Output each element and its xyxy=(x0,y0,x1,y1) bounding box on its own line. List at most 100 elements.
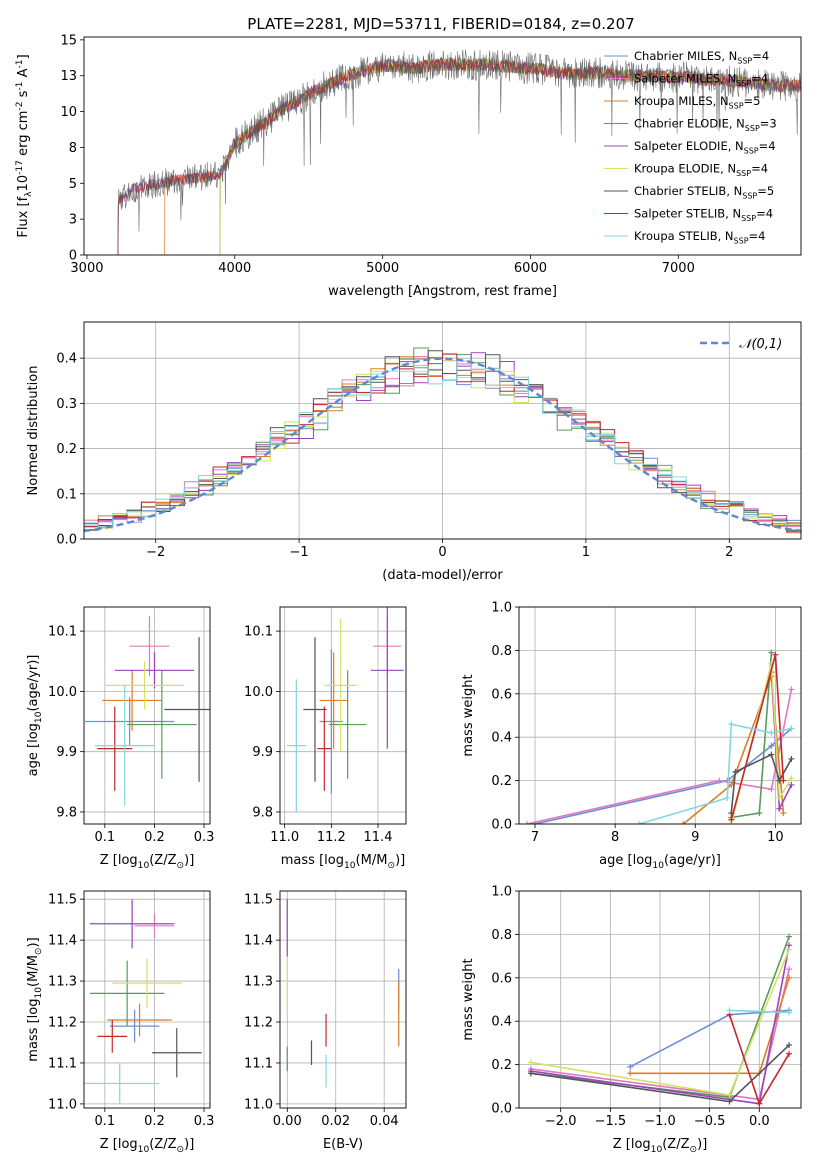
text-span: -2 xyxy=(15,102,25,111)
y-tick-label: 1.0 xyxy=(491,601,512,616)
x-tick-label: 0.1 xyxy=(94,1114,115,1129)
text-span: Kroupa ELODIE, N xyxy=(634,162,736,176)
x-axis-label: Z [log10​(Z/Z⊙​)] xyxy=(613,1137,708,1155)
x-tick-label: −0.5 xyxy=(694,1114,726,1129)
y-axis-label: Normed distribution xyxy=(26,366,41,496)
text-span: ⊙ xyxy=(34,947,44,955)
text-span: Chabrier MILES, N xyxy=(634,49,737,63)
text-span: SSP xyxy=(741,214,756,223)
weight-line xyxy=(638,723,792,824)
text-span: (Z/Z xyxy=(149,853,176,868)
errorbar-point xyxy=(319,652,348,749)
errorbar-point xyxy=(329,670,367,779)
errorbar-point xyxy=(164,637,210,782)
text-span: ⊙ xyxy=(177,1145,185,1155)
axes-frame xyxy=(83,606,211,825)
legend-entry: Chabrier ELODIE, NSSP​=3 xyxy=(634,117,777,133)
y-axis-label: mass [log10​(M/M⊙​)] xyxy=(26,937,44,1061)
text-span: SSP xyxy=(744,146,759,155)
y-axis-label: age [log10​(age/yr)] xyxy=(26,655,44,777)
text-span: Kroupa MILES, N xyxy=(634,94,729,108)
y-tick-label: 13 xyxy=(60,69,77,84)
x-tick-label: 11.2 xyxy=(317,830,346,845)
legend-entry: Salpeter ELODIE, NSSP​=4 xyxy=(634,139,776,155)
x-tick-label: −2 xyxy=(146,545,165,560)
text-span: (age/yr)] xyxy=(26,655,41,712)
legend-entry: Kroupa ELODIE, NSSP​=4 xyxy=(634,162,768,178)
plot-area xyxy=(524,649,795,824)
y-tick-label: 0.6 xyxy=(491,971,512,986)
errorbar-point xyxy=(89,960,165,1027)
text-span: (data-model)/error xyxy=(382,568,503,583)
text-span: Z [log xyxy=(100,1137,138,1152)
text-span: Z [log xyxy=(100,853,138,868)
axes-frame xyxy=(518,606,802,825)
panel-mass-weight-vs-age: 7 8 9 10 0.0 0.2 0.4 0.6 0.8 1.0 age [log10​(age/y… xyxy=(461,601,802,871)
x-tick-label: 0.02 xyxy=(321,1114,350,1129)
text-span: 10 xyxy=(652,861,664,871)
text-span: Chabrier STELIB, N xyxy=(634,184,742,198)
text-span: 10 xyxy=(16,175,31,192)
axes-frame xyxy=(279,606,407,825)
x-tick-label: 2 xyxy=(725,545,733,560)
text-span: (Z/Z xyxy=(149,1137,176,1152)
y-tick-label: 11.4 xyxy=(244,934,273,949)
weight-line xyxy=(729,1009,790,1014)
text-span: ⊙ xyxy=(177,861,185,871)
y-tick-label: 9.9 xyxy=(252,745,273,760)
plot-area xyxy=(286,899,400,1088)
text-span: age [log xyxy=(599,853,652,868)
text-span: (M/M xyxy=(356,853,388,868)
panel-age-vs-mass: 11.0 11.2 11.4 9.8 9.9 10.0 10.1 mass [log10​(M… xyxy=(244,606,407,871)
x-tick-label: 0.2 xyxy=(144,1114,165,1129)
x-tick-label: 0.1 xyxy=(94,830,115,845)
text-span: Salpeter STELIB, N xyxy=(634,207,741,221)
text-span: 𝒩(0,1) xyxy=(739,337,782,352)
x-axis-label: E(B-V) xyxy=(323,1137,363,1152)
x-tick-label: 0.04 xyxy=(370,1114,399,1129)
text-span: Z [log xyxy=(613,1137,651,1152)
x-tick-label: 5000 xyxy=(366,261,399,276)
x-tick-label: 4000 xyxy=(218,261,251,276)
axes-frame xyxy=(518,890,802,1109)
text-span: A xyxy=(16,68,31,81)
text-span: 10 xyxy=(34,711,44,723)
errorbar-point xyxy=(102,670,162,731)
y-tick-label: 11.3 xyxy=(244,975,273,990)
y-tick-label: 0.4 xyxy=(56,352,77,367)
errorbar-point xyxy=(112,958,182,1008)
text-span: (M/M xyxy=(26,955,41,987)
text-span: SSP xyxy=(737,56,752,65)
y-axis-label: Flux [fλ​10-17​ erg cm-2​ s-1​ A-1​] xyxy=(15,54,34,237)
y-tick-label: 11.2 xyxy=(244,1016,273,1031)
text-span: Flux [f xyxy=(16,196,31,237)
text-span: =4 xyxy=(756,207,773,221)
legend-entry: 𝒩(0,1) xyxy=(739,337,782,352)
histogram-line xyxy=(84,350,801,531)
y-tick-label: 0.8 xyxy=(491,644,512,659)
spectrum-line xyxy=(164,58,801,255)
errorbar-point xyxy=(107,1003,172,1037)
y-tick-label: 10.0 xyxy=(244,685,273,700)
errorbar-point xyxy=(151,1028,202,1078)
legend-entry: Salpeter MILES, NSSP​=4 xyxy=(634,72,768,88)
errorbar-point xyxy=(89,899,175,949)
x-axis-label: wavelength [Angstrom, rest frame] xyxy=(328,284,557,299)
panel-mass-vs-EBV: 0.00 0.02 0.04 11.0 11.1 11.2 11.3 11.4 11.5 E(B-… xyxy=(244,890,407,1152)
plot-area xyxy=(287,607,404,812)
legend-entry: Chabrier STELIB, NSSP​=5 xyxy=(634,184,774,200)
x-tick-label: 7000 xyxy=(662,261,695,276)
text-span: -1 xyxy=(15,82,25,91)
axes-frame xyxy=(83,890,211,1109)
text-span: =5 xyxy=(744,94,761,108)
text-span: Salpeter ELODIE, N xyxy=(634,139,744,153)
y-tick-label: 11.4 xyxy=(48,934,77,949)
text-span: Chabrier ELODIE, N xyxy=(634,117,745,131)
x-tick-label: −2.0 xyxy=(545,1114,577,1129)
text-span: Kroupa STELIB, N xyxy=(634,229,734,243)
histogram-line xyxy=(84,360,801,530)
x-tick-label: 1 xyxy=(582,545,590,560)
text-span: ⊙ xyxy=(387,861,395,871)
text-span: (age/yr)] xyxy=(664,853,721,868)
text-span: 10 xyxy=(344,861,356,871)
